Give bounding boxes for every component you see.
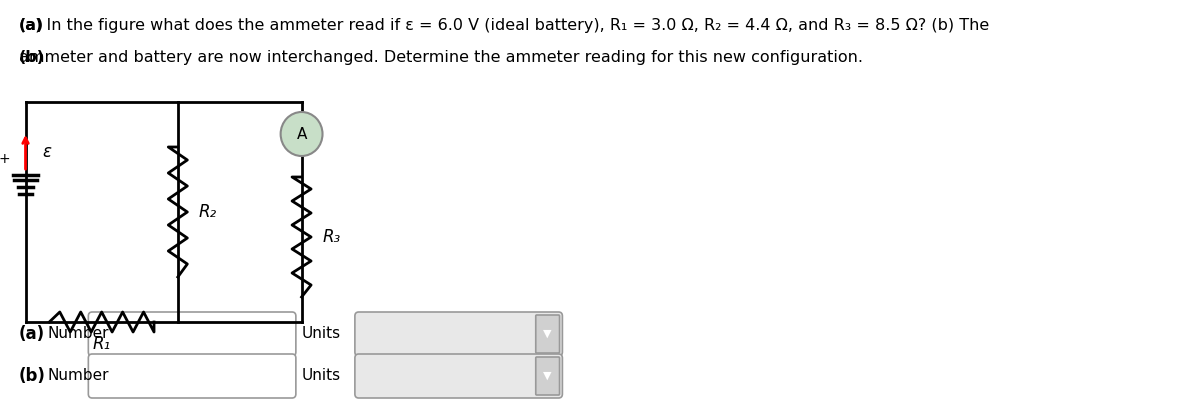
Text: +: +	[0, 152, 11, 166]
FancyBboxPatch shape	[355, 354, 563, 398]
Text: A: A	[296, 127, 307, 142]
Text: (b): (b)	[19, 50, 44, 64]
Text: (b): (b)	[19, 367, 46, 385]
FancyBboxPatch shape	[535, 315, 559, 353]
Text: ε: ε	[43, 143, 52, 161]
FancyBboxPatch shape	[89, 354, 296, 398]
Text: Number: Number	[48, 326, 109, 341]
FancyBboxPatch shape	[535, 357, 559, 395]
Text: ▼: ▼	[544, 371, 552, 381]
Text: ▼: ▼	[544, 329, 552, 339]
Text: Units: Units	[301, 326, 341, 341]
Text: (a): (a)	[19, 18, 44, 33]
Text: (a): (a)	[19, 325, 44, 343]
Text: R₁: R₁	[92, 335, 110, 353]
Text: Units: Units	[301, 368, 341, 383]
FancyBboxPatch shape	[89, 312, 296, 356]
Text: R₂: R₂	[199, 203, 217, 221]
Text: Number: Number	[48, 368, 109, 383]
Text: R₃: R₃	[323, 228, 341, 246]
FancyBboxPatch shape	[355, 312, 563, 356]
Text: ammeter and battery are now interchanged. Determine the ammeter reading for this: ammeter and battery are now interchanged…	[19, 50, 863, 64]
Text: (a) In the figure what does the ammeter read if ε = 6.0 V (ideal battery), R₁ = : (a) In the figure what does the ammeter …	[19, 18, 989, 33]
Circle shape	[281, 112, 323, 156]
